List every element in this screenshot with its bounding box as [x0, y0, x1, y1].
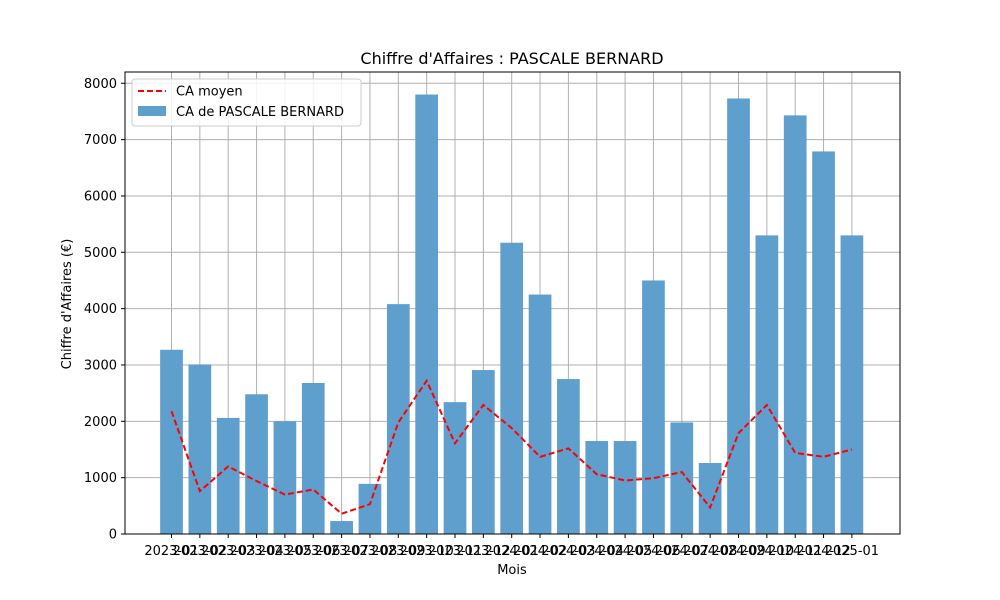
x-tick-label: 2024-03: [541, 544, 595, 559]
x-tick-label: 2024-04: [570, 544, 624, 559]
bar: [160, 349, 183, 534]
line-series: [170, 378, 853, 515]
y-tick-label: 0: [109, 528, 117, 543]
x-tick-label: 2023-03: [201, 544, 255, 559]
bar: [783, 115, 807, 534]
plot-frame: [124, 71, 901, 535]
y-tick-label: 1000: [84, 471, 117, 486]
bar: [557, 379, 580, 534]
bar-series: [160, 94, 864, 535]
bar: [245, 394, 268, 534]
x-tick-label: 2023-11: [428, 544, 482, 559]
bar: [727, 98, 750, 535]
bar: [415, 94, 438, 534]
bar: [755, 235, 779, 534]
x-tick-label: 2024-01: [485, 544, 539, 559]
x-tick-label: 2023-02: [173, 544, 227, 559]
legend-label-bar: CA de PASCALE BERNARD: [176, 105, 344, 120]
x-axis-ticks: 2023-012023-022023-032023-042023-052023-…: [144, 534, 879, 559]
y-axis-ticks: 0 1000 2000 3000 4000 5000 6000 7000 8000: [84, 77, 125, 543]
y-tick-label: 8000: [84, 77, 117, 92]
bar: [358, 483, 382, 534]
bar: [188, 364, 212, 534]
bar: [216, 417, 240, 534]
bar: [585, 441, 609, 534]
bar: [301, 383, 325, 534]
bar: [642, 280, 665, 534]
x-tick-label: 2024-10: [740, 544, 794, 559]
x-tick-label: 2024-12: [796, 544, 850, 559]
y-tick-label: 2000: [84, 415, 117, 430]
y-tick-label: 3000: [84, 358, 117, 373]
bar: [528, 294, 552, 534]
x-tick-label: 2023-05: [258, 544, 312, 559]
legend-label-line: CA moyen: [176, 85, 243, 100]
bar: [698, 463, 722, 534]
y-tick-label: 7000: [84, 133, 117, 148]
x-tick-label: 2024-05: [598, 544, 652, 559]
x-tick-label: 2025-01: [825, 544, 879, 559]
x-tick-label: 2023-06: [286, 544, 340, 559]
bar: [472, 370, 495, 534]
bar: [330, 521, 353, 534]
legend: CA moyen CA de PASCALE BERNARD: [131, 78, 362, 127]
bar: [812, 151, 835, 534]
x-tick-label: 2024-11: [768, 544, 822, 559]
average-line: [170, 378, 853, 515]
bar: [386, 304, 410, 534]
y-tick-label: 5000: [84, 246, 117, 261]
bar: [500, 242, 524, 534]
x-tick-label: 2023-08: [343, 544, 397, 559]
bar: [840, 235, 864, 534]
chart-title: Chiffre d'Affaires : PASCALE BERNARD: [360, 49, 663, 68]
y-tick-label: 6000: [84, 189, 117, 204]
bar: [443, 402, 467, 534]
y-axis-title: Chiffre d'Affaires (€): [60, 239, 75, 370]
x-tick-label: 2024-07: [655, 544, 709, 559]
x-tick-label: 2023-04: [229, 544, 283, 559]
x-tick-label: 2023-12: [456, 544, 510, 559]
x-tick-label: 2023-09: [371, 544, 425, 559]
bar: [670, 422, 694, 534]
x-tick-label: 2024-08: [683, 544, 737, 559]
y-tick-label: 4000: [84, 302, 117, 317]
x-tick-label: 2023-01: [144, 544, 198, 559]
x-tick-label: 2024-06: [626, 544, 680, 559]
legend-bar-swatch: [138, 106, 166, 116]
legend-box: [131, 78, 362, 127]
x-axis-title: Mois: [497, 563, 527, 578]
bar: [273, 421, 297, 534]
x-tick-label: 2023-07: [314, 544, 368, 559]
x-tick-label: 2024-09: [711, 544, 765, 559]
x-tick-label: 2023-10: [399, 544, 453, 559]
x-tick-label: 2024-02: [513, 544, 567, 559]
bar: [613, 441, 637, 534]
